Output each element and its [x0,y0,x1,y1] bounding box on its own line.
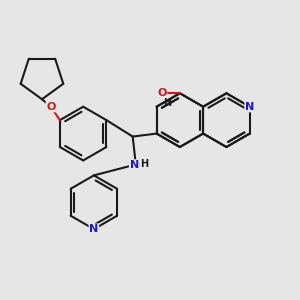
Text: N: N [130,160,139,170]
Text: N: N [89,224,98,234]
Text: O: O [157,88,167,98]
Text: N: N [245,102,254,112]
Text: H: H [140,159,148,169]
Text: O: O [46,102,56,112]
Text: H: H [163,98,171,108]
